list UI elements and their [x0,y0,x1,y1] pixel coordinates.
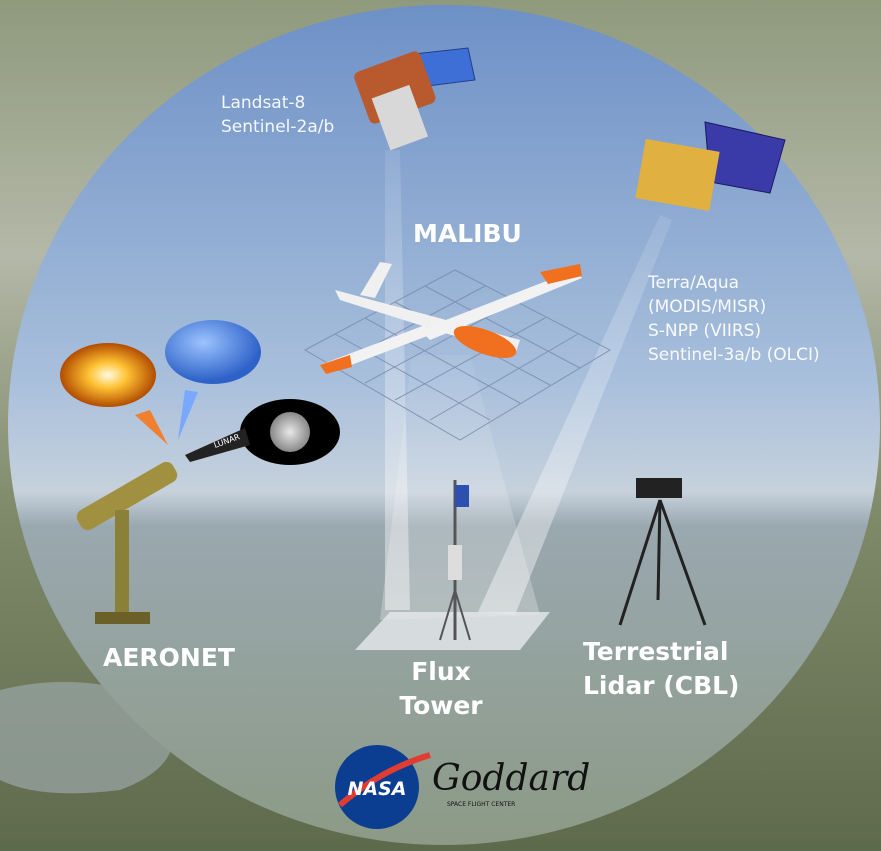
label: S-NPP (VIIRS) [648,321,761,341]
grid [303,269,612,441]
beam [478,215,672,615]
satellite-low [635,121,786,211]
label: Flux [411,657,471,686]
label: (MODIS/MISR) [648,297,766,317]
logo-badge: NASA [348,778,407,800]
flux-tower [355,480,550,650]
drone [320,262,582,374]
label: AERONET [103,643,235,672]
label: Sentinel-2a/b [221,117,334,137]
label: Terra/Aqua [647,273,739,293]
logo-subtitle: SPACE FLIGHT CENTER [447,801,515,808]
photometer: LUNAR [60,320,340,624]
label: Sentinel-3a/b (OLCI) [648,345,820,365]
lidar-tripod [618,478,707,626]
satellite-high [354,47,476,151]
label: Landsat-8 [221,93,305,113]
logo-script: Goddard [432,758,590,799]
label: Tower [399,691,483,720]
label: Terrestrial [583,637,728,666]
label: Lidar (CBL) [583,671,739,700]
nasa-logo: NASA [335,745,431,829]
label: MALIBU [413,219,522,248]
